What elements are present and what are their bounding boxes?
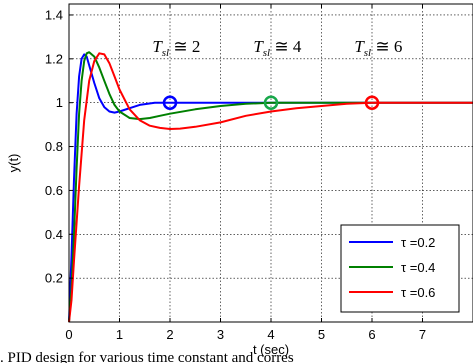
y-tick-label: 0.8 (45, 139, 63, 154)
settling-marker-2 (263, 95, 279, 110)
settling-time-label-2: Tsl ≅ 4 (253, 37, 302, 59)
annotation-subscript: sl (162, 47, 169, 59)
x-tick-label: 6 (368, 327, 375, 342)
settling-time-annotations: Tsl ≅ 2 Tsl ≅ 4 Tsl ≅ 6 (152, 37, 402, 59)
series-line-2 (68, 51, 473, 323)
annotation-subscript: sl (364, 47, 371, 59)
series-line-3 (68, 52, 473, 323)
x-tick-label: 2 (166, 327, 173, 342)
settling-time-label-1: Tsl ≅ 2 (152, 37, 200, 59)
legend-label-3: τ =0.6 (401, 285, 435, 300)
y-tick-label: 1.2 (45, 51, 63, 66)
x-tick-label: 3 (217, 327, 224, 342)
settling-marker-1 (162, 95, 178, 110)
x-axis-label: t (sec) (253, 342, 289, 357)
annotation-subscript: sl (263, 47, 270, 59)
y-tick-label: 1.4 (45, 7, 63, 22)
annotation-symbol: T (152, 37, 163, 56)
x-tick-label: 0 (65, 327, 72, 342)
legend-label-2: τ =0.4 (401, 260, 435, 275)
settling-markers (162, 95, 380, 110)
y-tick-label: 0.6 (45, 183, 63, 198)
annotation-value: ≅ 4 (270, 37, 302, 56)
legend-label-1: τ =0.2 (401, 235, 435, 250)
annotation-symbol: T (253, 37, 264, 56)
annotation-symbol: T (354, 37, 365, 56)
axis-ticks: 0 1 2 3 4 5 6 7 0.2 0.4 0.6 0.8 1 1.2 1.4 (45, 4, 426, 342)
y-axis-label: y(t) (6, 154, 21, 173)
annotation-value: ≅ 6 (371, 37, 402, 56)
annotation-value: ≅ 2 (169, 37, 200, 56)
settling-marker-3 (364, 95, 380, 110)
series-line-1 (68, 53, 473, 323)
settling-time-label-3: Tsl ≅ 6 (354, 37, 402, 59)
x-tick-label: 1 (116, 327, 123, 342)
x-tick-label: 4 (267, 327, 274, 342)
x-tick-label: 5 (318, 327, 325, 342)
y-tick-label: 0.2 (45, 271, 63, 286)
y-tick-label: 1 (56, 95, 63, 110)
y-tick-label: 0.4 (45, 227, 63, 242)
legend-box (340, 224, 460, 313)
figure-caption: . PID design for various time constant a… (0, 350, 294, 363)
series-lines (68, 51, 473, 323)
x-tick-label: 7 (419, 327, 426, 342)
plot-area: 0 1 2 3 4 5 6 70.20.40.60.811.21.4 Tsl ≅ 2 Tsl ≅… (45, 3, 473, 342)
legend: τ =0.2 τ =0.4 τ =0.6 (340, 224, 460, 313)
